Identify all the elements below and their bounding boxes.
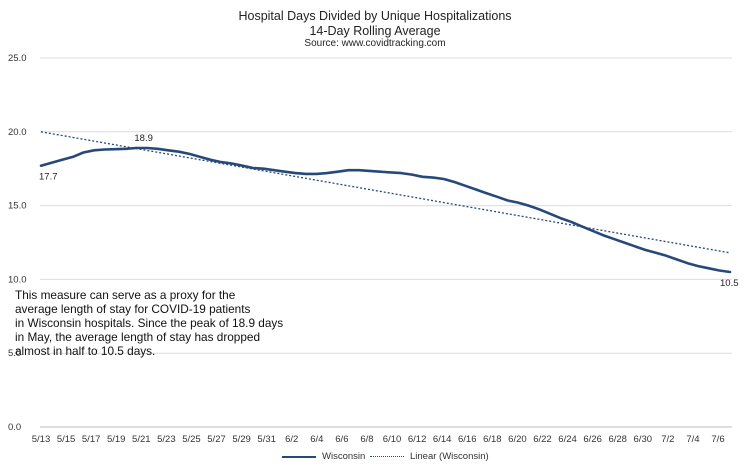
- legend-label: Wisconsin: [322, 451, 366, 462]
- x-tick-label: 6/14: [433, 434, 452, 445]
- annotation-line: in May, the average length of stay has d…: [15, 330, 261, 344]
- legend: Wisconsin Linear (Wisconsin): [0, 451, 750, 465]
- x-tick-label: 6/10: [383, 434, 402, 445]
- x-tick-label: 5/29: [232, 434, 251, 445]
- y-tick-label: 25.0: [8, 53, 27, 64]
- legend-item-wisconsin: Wisconsin: [282, 451, 365, 462]
- data-label: 17.7: [39, 172, 58, 183]
- y-tick-label: 20.0: [8, 127, 27, 138]
- x-tick-label: 6/18: [483, 434, 502, 445]
- chart-subtitle: 14-Day Rolling Average: [309, 24, 441, 38]
- x-tick-label: 5/23: [157, 434, 176, 445]
- x-tick-label: 6/8: [360, 434, 373, 445]
- y-tick-label: 5.0: [8, 348, 21, 359]
- annotation-line: average length of stay for COVID-19 pati…: [15, 302, 251, 316]
- x-tick-label: 5/27: [207, 434, 226, 445]
- x-tick-label: 7/2: [661, 434, 674, 445]
- x-tick-label: 5/25: [182, 434, 201, 445]
- x-tick-label: 5/21: [132, 434, 151, 445]
- x-tick-label: 6/22: [533, 434, 552, 445]
- x-tick-label: 6/28: [608, 434, 627, 445]
- y-tick-label: 15.0: [8, 201, 27, 212]
- chart-title: Hospital Days Divided by Unique Hospital…: [238, 9, 512, 23]
- x-tick-label: 5/31: [257, 434, 276, 445]
- data-label: 18.9: [134, 133, 153, 144]
- legend-swatch-dotted: [370, 456, 404, 457]
- annotation-line: almost in half to 10.5 days.: [15, 344, 156, 358]
- x-tick-label: 6/6: [335, 434, 348, 445]
- y-tick-label: 10.0: [8, 274, 27, 285]
- annotation-line: This measure can serve as a proxy for th…: [15, 288, 236, 302]
- x-tick-label: 6/12: [408, 434, 427, 445]
- x-tick-label: 7/4: [686, 434, 699, 445]
- x-tick-label: 5/15: [57, 434, 76, 445]
- trendline-linear: [40, 131, 731, 254]
- x-tick-label: 6/4: [310, 434, 323, 445]
- x-tick-label: 6/26: [583, 434, 602, 445]
- x-tick-label: 5/17: [82, 434, 101, 445]
- series-line-wisconsin: [39, 146, 732, 274]
- x-tick-label: 6/16: [458, 434, 477, 445]
- legend-label: Linear (Wisconsin): [410, 451, 489, 462]
- x-tick-label: 6/2: [285, 434, 298, 445]
- x-tick-label: 6/24: [558, 434, 577, 445]
- legend-swatch-solid: [282, 455, 316, 458]
- x-tick-label: 5/19: [107, 434, 126, 445]
- legend-item-linear: Linear (Wisconsin): [370, 451, 489, 462]
- y-tick-label: 0.0: [8, 422, 21, 433]
- data-label: 10.5: [720, 278, 739, 289]
- annotation-box: This measure can serve as a proxy for th…: [15, 288, 315, 358]
- x-tick-label: 6/20: [508, 434, 527, 445]
- chart-source: Source: www.covidtracking.com: [304, 38, 446, 49]
- x-tick-label: 6/30: [634, 434, 653, 445]
- x-tick-label: 7/6: [711, 434, 724, 445]
- x-tick-label: 5/13: [32, 434, 51, 445]
- annotation-line: in Wisconsin hospitals. Since the peak o…: [15, 316, 284, 330]
